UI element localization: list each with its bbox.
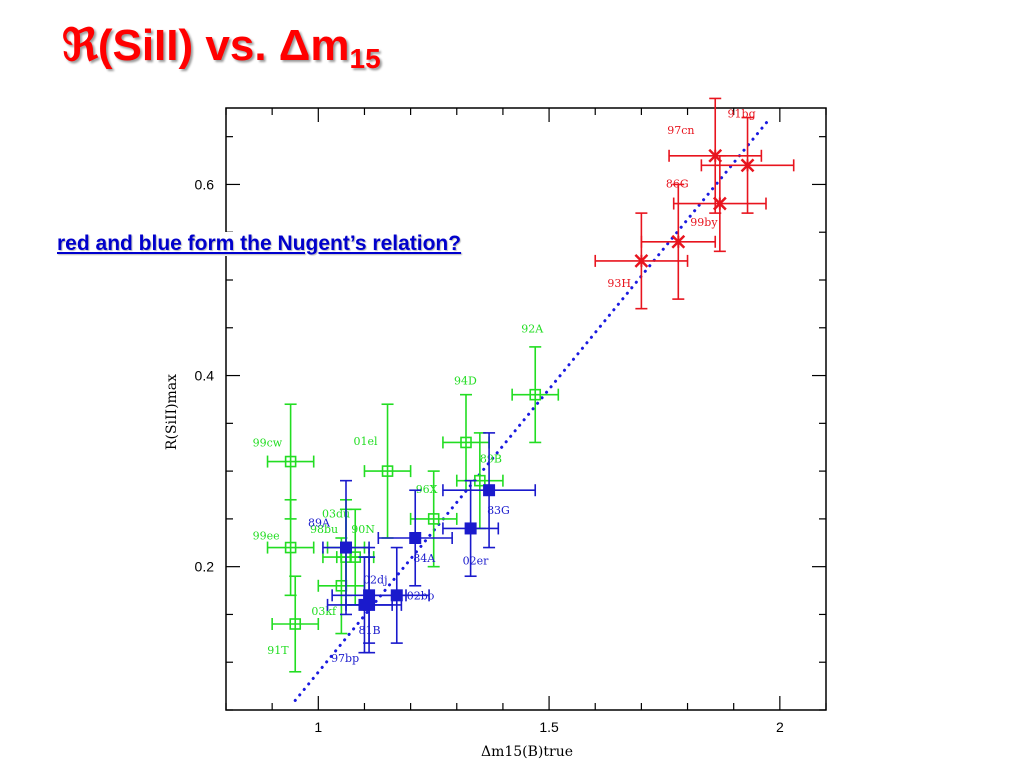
point-label: 90N (351, 523, 375, 536)
x-axis-title: Δm15(B)true (481, 744, 573, 760)
open-square-marker (284, 455, 297, 468)
data-point-91bg: 91bg (700, 107, 795, 214)
point-label: 91T (267, 644, 289, 657)
slide-title: ℜ(SiII) vs. Δm15 (62, 20, 381, 76)
data-point-89B: 89B (455, 432, 504, 530)
data-point-93H: 93H (594, 212, 689, 310)
filled-square-marker (409, 532, 422, 544)
plot-frame (225, 107, 827, 711)
point-label: 99ee (253, 530, 280, 543)
data-point-03kf: 03kf (311, 537, 366, 635)
title-main: (SiII) vs. Δm (97, 21, 350, 70)
point-label: 99cw (253, 437, 283, 450)
filled-square-marker (340, 541, 352, 554)
point-label: 93H (607, 277, 631, 290)
data-point-99ee: 99ee (253, 498, 315, 597)
y-axis-title: R(SiII)max (164, 374, 180, 450)
data-point-02er: 02er (442, 479, 500, 578)
open-square-marker (284, 541, 297, 554)
open-square-marker (460, 436, 472, 449)
point-label: 02dj (363, 573, 387, 586)
title-symbol: ℜ (62, 20, 98, 71)
plot-border (225, 107, 827, 711)
point-label: 83G (487, 504, 510, 517)
point-label: 84A (413, 552, 436, 565)
point-label: 94D (454, 374, 477, 387)
open-square-marker (381, 465, 394, 477)
point-label: 98bu (310, 523, 338, 536)
data-point-99cw: 99cw (253, 403, 315, 520)
fit-line-layer (293, 116, 773, 702)
data-point-01el: 01el (354, 403, 412, 539)
tick-labels: 1 1.5 2 0.2 0.4 0.6 (195, 176, 784, 735)
data-point-89A: 89A (308, 479, 370, 616)
filled-square-marker (363, 598, 376, 611)
point-label: 89B (480, 453, 502, 466)
data-point-02bo: 02bo (363, 546, 435, 644)
title-subscript: 15 (349, 43, 381, 74)
data-point-97bp: 97bp (331, 556, 393, 665)
question-text[interactable]: red and blue form the Nugent’s relation? (55, 232, 464, 256)
point-label: 89A (308, 517, 331, 530)
data-point-96X: 96X (409, 470, 458, 568)
x-tick-label: 1 (314, 719, 322, 735)
x-tick-label: 1.5 (539, 719, 559, 735)
open-square-marker (427, 513, 440, 525)
data-point-84A: 84A (377, 489, 453, 587)
y-tick-label: 0.4 (195, 368, 215, 384)
fit-line (293, 116, 773, 702)
point-label: 97bp (331, 652, 359, 665)
filled-square-marker (390, 589, 403, 602)
open-square-marker (289, 618, 302, 630)
data-point-91T: 91T (267, 575, 320, 673)
open-square-marker (529, 388, 542, 401)
point-label: 01el (354, 435, 379, 448)
filled-square-marker (464, 522, 477, 535)
y-tick-label: 0.6 (195, 176, 215, 192)
axis-ticks (225, 108, 827, 711)
point-label: 91bg (728, 107, 756, 120)
point-label: 92A (521, 323, 544, 336)
point-label: 03du (322, 508, 350, 521)
data-point-99by: 99by (640, 183, 718, 300)
data-point-83G: 83G (442, 432, 537, 549)
filled-square-marker (483, 484, 496, 497)
point-label: 96X (416, 483, 438, 496)
data-point-86G: 86G (666, 154, 767, 253)
x-tick-label: 2 (776, 719, 784, 735)
point-label: 99by (690, 216, 718, 229)
point-label: 02er (463, 554, 490, 567)
point-label: 02bo (407, 589, 435, 602)
data-point-92A: 92A (511, 323, 560, 444)
point-label: 03kf (311, 605, 337, 618)
point-label: 97cn (667, 124, 694, 137)
y-tick-label: 0.2 (195, 559, 215, 575)
